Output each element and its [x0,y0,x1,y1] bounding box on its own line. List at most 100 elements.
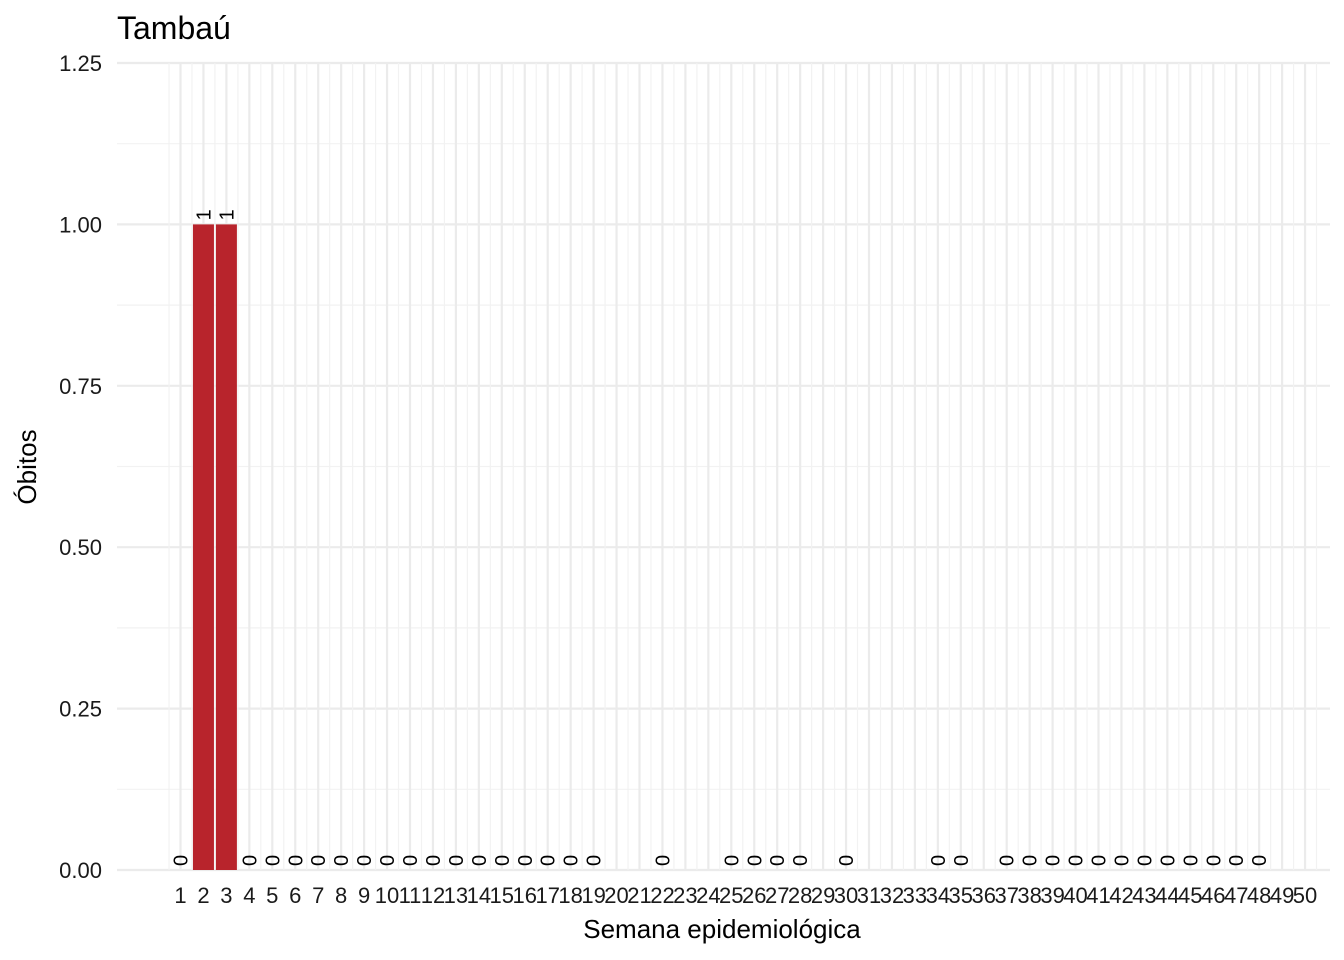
bar-value-label: 0 [1157,855,1179,866]
x-tick-label: 45 [1178,883,1202,908]
bar-value-label: 0 [1020,855,1042,866]
x-tick-label: 23 [673,883,697,908]
bar-value-label: 0 [469,855,491,866]
x-tick-label: 41 [1086,883,1110,908]
bar-value-label: 0 [652,855,674,866]
bar-value-label: 0 [423,855,445,866]
bar-value-label: 1 [216,209,238,220]
x-tick-label: 28 [788,883,812,908]
x-tick-label: 47 [1224,883,1248,908]
x-tick-label: 27 [765,883,789,908]
bar-value-label: 0 [492,855,514,866]
x-axis-title: Semana epidemiológica [583,914,861,944]
x-tick-label: 8 [335,883,347,908]
x-tick-label: 18 [558,883,582,908]
x-tick-label: 1 [174,883,186,908]
bar-value-label: 0 [997,855,1019,866]
x-tick-label: 38 [1017,883,1041,908]
x-tick-label: 31 [857,883,881,908]
x-tick-label: 34 [926,883,950,908]
chart-title: Tambaú [117,10,231,46]
x-tick-label: 26 [742,883,766,908]
bar-value-label: 0 [538,855,560,866]
y-tick-label: 0.25 [59,697,102,722]
x-tick-label: 40 [1063,883,1087,908]
y-tick-label: 0.00 [59,858,102,883]
bar-value-label: 0 [515,855,537,866]
y-tick-label: 1.25 [59,51,102,76]
x-tick-label: 4 [243,883,255,908]
bar-value-label: 0 [1043,855,1065,866]
y-tick-label: 0.75 [59,374,102,399]
x-tick-label: 17 [535,883,559,908]
bar-value-label: 0 [1226,855,1248,866]
x-tick-label: 39 [1040,883,1064,908]
bar-value-label: 0 [1180,855,1202,866]
y-tick-label: 0.50 [59,535,102,560]
x-tick-label: 30 [834,883,858,908]
bar-value-label: 0 [1203,855,1225,866]
x-tick-label: 3 [220,883,232,908]
x-tick-label: 25 [719,883,743,908]
bar-value-label: 0 [584,855,606,866]
bar [192,224,214,870]
x-tick-label: 19 [581,883,605,908]
bar-value-label: 0 [836,855,858,866]
bar-value-label: 0 [1249,855,1271,866]
x-tick-label: 20 [604,883,628,908]
bar-value-label: 0 [744,855,766,866]
x-tick-label: 48 [1247,883,1271,908]
bar-value-label: 0 [767,855,789,866]
bar-value-label: 0 [1111,855,1133,866]
y-axis-title: Óbitos [12,429,42,504]
x-tick-label: 16 [513,883,537,908]
x-tick-label: 9 [358,883,370,908]
data-label-layer: 01 10 0 0 0 0 0 0 0 0 0 0 0 0 0 0 0 0 0 0 0 0 0 0 0 0 0 0 0 0 0 0 0 0 0 0 0 [171,209,1272,866]
x-tick-label: 22 [650,883,674,908]
bar-value-label: 0 [262,855,284,866]
bar-value-label: 0 [561,855,583,866]
x-tick-label: 33 [903,883,927,908]
x-tick-label: 12 [421,883,445,908]
x-tick-label: 6 [289,883,301,908]
bar-layer [192,224,237,870]
x-tick-label: 21 [627,883,651,908]
x-tick-label: 49 [1270,883,1294,908]
x-tick-label: 46 [1201,883,1225,908]
x-tick-label: 11 [399,883,422,908]
bar-value-label: 1 [193,209,215,220]
bar-value-label: 0 [721,855,743,866]
x-tick-label: 24 [696,883,720,908]
x-tick-label: 36 [972,883,996,908]
x-tick-label: 43 [1132,883,1156,908]
bar-value-label: 0 [285,855,307,866]
x-tick-label: 10 [375,883,399,908]
x-tick-label: 15 [490,883,514,908]
bar-value-label: 0 [308,855,330,866]
bar-value-label: 0 [790,855,812,866]
x-tick-label: 44 [1155,883,1179,908]
y-axis: 0.00 0.25 0.50 0.75 1.00 1.25 [59,51,102,883]
x-tick-label: 13 [444,883,468,908]
x-tick-label: 50 [1293,883,1317,908]
bar-value-label: 0 [400,855,422,866]
bar-value-label: 0 [377,855,399,866]
x-tick-label: 7 [312,883,324,908]
bar-value-label: 0 [354,855,376,866]
x-tick-label: 5 [266,883,278,908]
grid-layer [117,61,1330,872]
bar-value-label: 0 [446,855,468,866]
bar-value-label: 0 [1134,855,1156,866]
bar-value-label: 0 [239,855,261,866]
bar-value-label: 0 [1066,855,1088,866]
bar-value-label: 0 [1089,855,1111,866]
x-tick-label: 42 [1109,883,1133,908]
bar-value-label: 0 [331,855,353,866]
x-axis: 1 2 3 4 5 6 7 8 9 10 11 121314151617181920212223242… [174,883,1317,908]
x-tick-label: 14 [467,883,491,908]
bar-value-label: 0 [171,855,193,866]
bar-value-label: 0 [928,855,950,866]
x-tick-label: 37 [994,883,1018,908]
x-tick-label: 29 [811,883,835,908]
